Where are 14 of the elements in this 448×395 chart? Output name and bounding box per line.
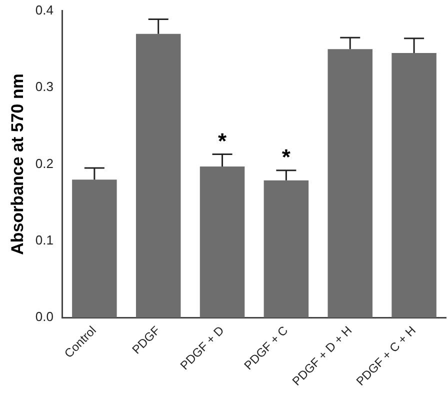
annotation: * [218, 128, 227, 154]
y-tick-label: 0.4 [35, 2, 54, 18]
bar [392, 52, 436, 318]
y-tick-label: 0.1 [35, 232, 54, 248]
bar [200, 166, 245, 318]
bar [264, 180, 309, 318]
y-tick-label: 0.0 [35, 309, 54, 324]
y-tick-label: 0.2 [35, 156, 54, 171]
bar [72, 180, 117, 318]
y-tick-label: 0.3 [35, 79, 54, 94]
annotation: * [282, 144, 291, 170]
bar [136, 34, 181, 318]
y-axis-title: Absorbance at 570 nm [8, 74, 27, 255]
bar [328, 49, 372, 318]
